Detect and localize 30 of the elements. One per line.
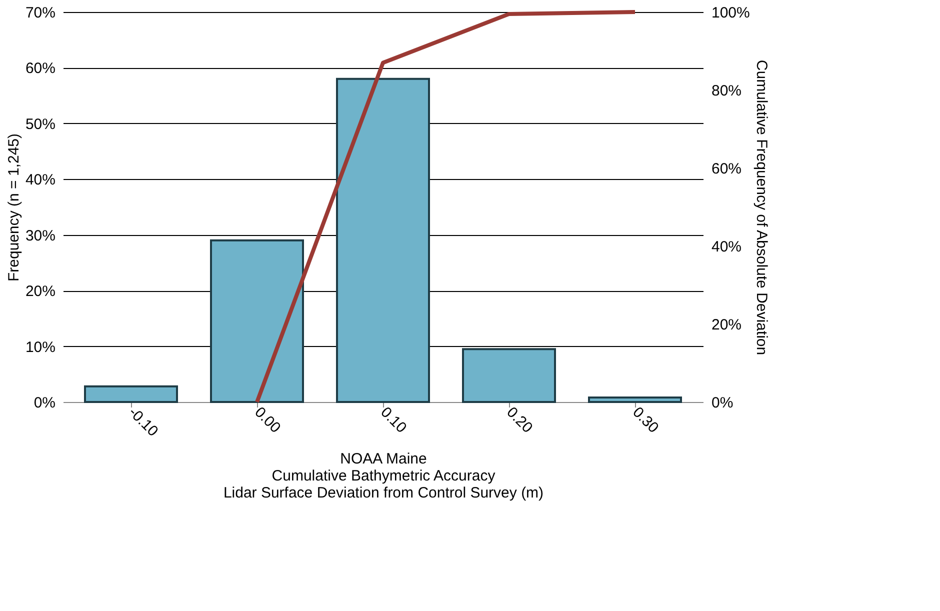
y2-tick-label: 100% — [712, 4, 750, 22]
y2-tick-label: 60% — [712, 160, 742, 178]
x-tick-label: 0.10 — [377, 404, 410, 437]
x-tick-label: 0.00 — [251, 404, 284, 437]
bar — [336, 78, 430, 403]
x-axis-title: Lidar Surface Deviation from Control Survey (m) — [223, 484, 544, 502]
text: Cumulative Bathymetric Accuracy — [272, 467, 496, 484]
bar — [210, 239, 304, 403]
y2-tick-label: 80% — [712, 82, 742, 100]
y-axis-title: Frequency (n = 1,245) — [5, 133, 22, 282]
x-tick-label: 0.20 — [503, 404, 536, 437]
y-tick-label: 20% — [25, 283, 56, 300]
y-tick-label: 10% — [25, 338, 56, 356]
y-tick-label: 70% — [25, 4, 56, 22]
bar — [462, 348, 556, 403]
x-tick-label: -0.10 — [125, 404, 162, 440]
y2-tick-label: 20% — [712, 316, 742, 334]
y-tick-label: 30% — [25, 227, 56, 244]
text: NOAA Maine — [340, 450, 427, 468]
y-tick-label: 0% — [34, 394, 56, 412]
line-series — [255, 10, 637, 404]
y-tick-label: 40% — [25, 172, 56, 189]
y2-axis-title: Cumulative Frequency of Absolute Deviation — [752, 60, 770, 356]
bar — [84, 385, 178, 403]
y-tick-label: 50% — [25, 116, 56, 133]
x-tick-label: 0.30 — [629, 404, 662, 437]
y2-tick-label: 0% — [712, 394, 734, 412]
y-tick-label: 60% — [25, 60, 56, 78]
y2-tick-label: 40% — [712, 238, 742, 256]
bar — [588, 396, 682, 403]
